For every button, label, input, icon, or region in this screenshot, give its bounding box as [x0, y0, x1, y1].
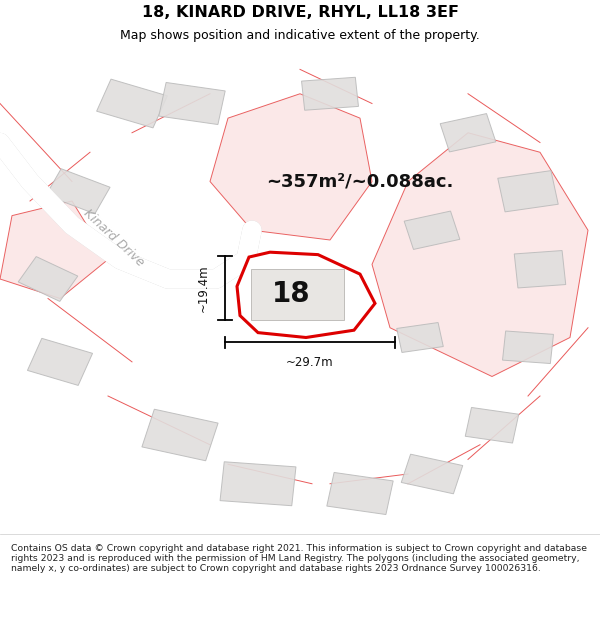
Polygon shape	[404, 211, 460, 249]
Polygon shape	[514, 251, 566, 288]
Polygon shape	[28, 338, 92, 386]
Polygon shape	[0, 201, 108, 299]
Text: Contains OS data © Crown copyright and database right 2021. This information is : Contains OS data © Crown copyright and d…	[11, 544, 587, 573]
Text: ~357m²/~0.088ac.: ~357m²/~0.088ac.	[266, 173, 454, 191]
Polygon shape	[372, 132, 588, 376]
Bar	[251, 269, 344, 321]
Polygon shape	[440, 114, 496, 152]
Polygon shape	[397, 322, 443, 352]
Text: Map shows position and indicative extent of the property.: Map shows position and indicative extent…	[120, 29, 480, 42]
Polygon shape	[142, 409, 218, 461]
Text: 18: 18	[271, 281, 310, 308]
Polygon shape	[498, 171, 558, 212]
Polygon shape	[237, 252, 375, 338]
Polygon shape	[97, 79, 167, 128]
Polygon shape	[401, 454, 463, 494]
Polygon shape	[503, 331, 553, 364]
Polygon shape	[46, 169, 110, 214]
Polygon shape	[18, 257, 78, 301]
Polygon shape	[465, 408, 519, 443]
Text: Kinard Drive: Kinard Drive	[81, 206, 147, 269]
Text: ~29.7m: ~29.7m	[286, 356, 334, 369]
Polygon shape	[327, 472, 393, 514]
Polygon shape	[220, 462, 296, 506]
Polygon shape	[302, 78, 358, 110]
Text: ~19.4m: ~19.4m	[197, 264, 210, 312]
Polygon shape	[159, 82, 225, 124]
Polygon shape	[210, 94, 372, 240]
Text: 18, KINARD DRIVE, RHYL, LL18 3EF: 18, KINARD DRIVE, RHYL, LL18 3EF	[142, 5, 458, 20]
